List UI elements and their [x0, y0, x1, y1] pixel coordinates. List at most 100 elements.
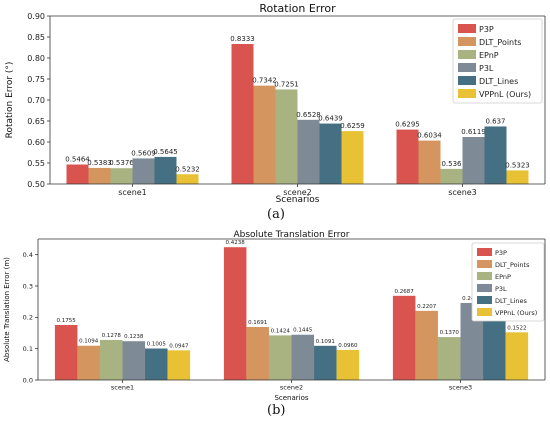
x-tick-label: scene1 — [118, 188, 147, 197]
legend-swatch — [458, 37, 476, 46]
y-tick-label: 0.1 — [23, 345, 33, 353]
data-label: 0.2207 — [417, 304, 437, 310]
rotation-error-chart: Rotation Error0.54640.83330.62950.53830.… — [5, 2, 546, 205]
bar-p3p-scene1 — [54, 325, 78, 380]
data-label: 0.7251 — [274, 80, 299, 88]
legend-entry: DLT_Points — [479, 38, 521, 47]
bar-p3p-scene1 — [66, 164, 89, 184]
x-axis-label: Scenarios — [276, 195, 320, 205]
data-label: 0.5383 — [87, 159, 112, 167]
legend-swatch — [458, 50, 476, 59]
legend-entry: EPnP — [495, 273, 511, 281]
data-label: 0.7342 — [252, 77, 277, 85]
data-label: 0.637 — [485, 117, 505, 125]
y-tick-label: 0.4 — [23, 251, 33, 259]
data-label: 0.1005 — [147, 342, 167, 348]
x-tick-label: scene2 — [280, 384, 303, 392]
data-label: 0.1278 — [102, 333, 122, 339]
x-tick-label: scene2 — [283, 188, 312, 197]
bar-dlt-lines-scene2 — [319, 123, 342, 184]
bar-dlt-points-scene3 — [418, 140, 441, 184]
data-label: 0.1091 — [316, 339, 335, 345]
bar-vppnl-ours--scene2 — [336, 349, 360, 380]
x-tick-label: scene1 — [111, 384, 134, 392]
y-tick-label: 0.85 — [27, 33, 45, 42]
y-axis-label: Absolute Translation Error (m) — [3, 257, 11, 362]
chart-title: Rotation Error — [259, 2, 336, 15]
bar-dlt-points-scene1 — [88, 167, 111, 184]
legend-entry: DLT_Lines — [495, 297, 527, 305]
bar-p3l-scene2 — [297, 119, 320, 184]
bar-p3p-scene2 — [231, 44, 254, 184]
panel-label-b: (b) — [267, 403, 286, 418]
legend-entry: P3L — [479, 64, 494, 73]
data-label: 0.0960 — [338, 343, 358, 349]
bar-epnp-scene3 — [440, 168, 463, 184]
data-label: 0.2687 — [395, 289, 415, 295]
bar-epnp-scene1 — [110, 168, 133, 184]
bar-p3l-scene3 — [462, 137, 485, 184]
data-label: 0.6034 — [417, 132, 442, 140]
data-label: 0.5609 — [131, 149, 156, 157]
bar-dlt-points-scene3 — [415, 310, 438, 380]
legend-entry: VPPnL (Ours) — [495, 309, 537, 317]
y-tick-label: 0.75 — [27, 75, 45, 84]
bar-vppnl-ours--scene3 — [505, 332, 529, 380]
y-tick-label: 0.65 — [27, 117, 45, 126]
bar-dlt-lines-scene2 — [314, 345, 337, 380]
bar-epnp-scene2 — [268, 335, 292, 380]
bar-p3p-scene3 — [392, 295, 416, 380]
legend-swatch — [477, 296, 492, 304]
data-label: 0.1094 — [79, 339, 99, 345]
legend-entry: P3P — [495, 249, 507, 257]
bar-epnp-scene1 — [99, 339, 123, 380]
y-tick-label: 0.0 — [23, 376, 33, 384]
x-tick-label: scene3 — [449, 384, 472, 392]
data-label: 0.1424 — [271, 328, 291, 334]
y-tick-label: 0.80 — [27, 54, 45, 63]
data-label: 0.6439 — [318, 115, 343, 123]
data-label: 0.0947 — [169, 343, 189, 349]
legend-swatch — [477, 308, 492, 316]
bar-vppnl-ours--scene2 — [341, 131, 364, 184]
bar-dlt-lines-scene3 — [484, 126, 507, 184]
y-tick-label: 0.55 — [27, 159, 45, 168]
bar-epnp-scene2 — [275, 89, 298, 184]
bar-dlt-lines-scene1 — [145, 348, 168, 380]
legend-entry: DLT_Points — [495, 261, 530, 269]
y-tick-label: 0.3 — [23, 282, 33, 290]
data-label: 0.1755 — [57, 318, 77, 324]
bar-p3l-scene2 — [291, 334, 315, 380]
legend-swatch — [477, 272, 492, 280]
data-label: 0.8333 — [230, 35, 255, 43]
bar-epnp-scene3 — [437, 337, 461, 380]
legend-swatch — [458, 89, 476, 98]
x-tick-label: scene3 — [448, 188, 477, 197]
chart-title: Absolute Translation Error — [233, 230, 349, 240]
y-tick-label: 0.90 — [27, 12, 45, 21]
bar-dlt-points-scene1 — [77, 345, 100, 380]
legend-swatch — [458, 63, 476, 72]
bar-vppnl-ours--scene1 — [167, 350, 191, 380]
data-label: 0.1522 — [507, 325, 526, 331]
y-tick-label: 0.2 — [23, 314, 33, 322]
data-label: 0.1238 — [124, 334, 144, 340]
panel-label-a: (a) — [267, 207, 285, 222]
legend-swatch — [477, 284, 492, 292]
data-label: 0.6528 — [296, 111, 321, 119]
y-tick-label: 0.70 — [27, 96, 45, 105]
legend-entry: VPPnL (Ours) — [479, 90, 531, 99]
translation-error-chart: Absolute Translation Error 0.1755 0.4238 0.… — [3, 230, 546, 402]
data-label: 0.1691 — [248, 320, 267, 326]
data-label: 0.5323 — [505, 161, 530, 169]
bar-p3p-scene2 — [223, 247, 247, 380]
legend-entry: DLT_Lines — [479, 77, 518, 86]
bar-p3l-scene1 — [132, 158, 155, 184]
y-axis-label: Rotation Error (°) — [5, 62, 15, 139]
data-label: 0.1445 — [293, 328, 313, 334]
data-label: 0.5376 — [109, 159, 134, 167]
bar-p3l-scene3 — [460, 302, 484, 380]
data-label: 0.4238 — [226, 240, 246, 246]
y-tick-label: 0.60 — [27, 138, 45, 147]
legend-swatch — [477, 248, 492, 256]
